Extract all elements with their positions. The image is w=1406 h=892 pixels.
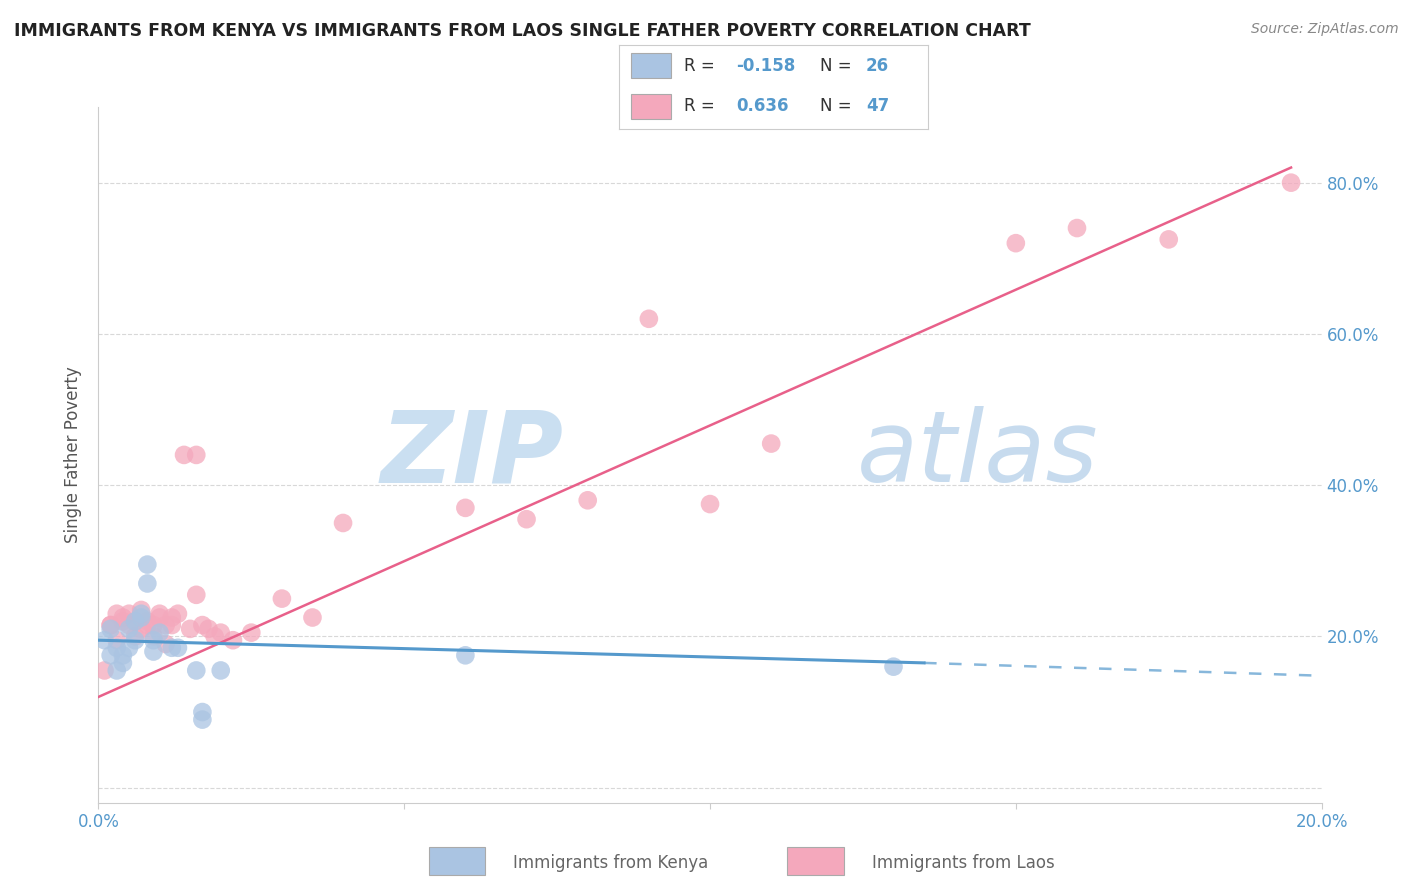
Point [111, 610, 134, 624]
Point [118, 640, 141, 655]
Point [142, 629, 165, 643]
Point [118, 622, 141, 636]
Point [111, 648, 134, 663]
Point [191, 713, 214, 727]
Point [136, 615, 159, 629]
Point [197, 622, 219, 636]
Point [129, 622, 152, 636]
Point [454, 500, 477, 515]
Point [142, 644, 165, 658]
Point [142, 618, 165, 632]
Point [105, 633, 128, 648]
Point [1279, 176, 1302, 190]
Point [100, 648, 122, 663]
Bar [631, 54, 671, 78]
Point [209, 625, 232, 640]
Point [100, 618, 122, 632]
Point [155, 618, 177, 632]
Point [105, 664, 128, 678]
Point [883, 659, 905, 673]
Point [637, 311, 661, 326]
Point [1066, 221, 1088, 235]
Point [129, 607, 152, 621]
Text: ZIP: ZIP [380, 407, 564, 503]
Point [124, 615, 146, 629]
Text: R =: R = [683, 57, 720, 75]
Point [332, 516, 354, 530]
Point [149, 610, 172, 624]
Point [160, 618, 183, 632]
Text: N =: N = [820, 97, 856, 115]
Point [136, 618, 159, 632]
Point [222, 633, 245, 648]
Text: R =: R = [683, 97, 720, 115]
Point [240, 625, 263, 640]
Point [149, 607, 172, 621]
Point [1157, 232, 1180, 246]
Y-axis label: Single Father Poverty: Single Father Poverty [65, 367, 83, 543]
Point [167, 640, 190, 655]
Point [136, 558, 159, 572]
Point [124, 615, 146, 629]
Text: 47: 47 [866, 97, 890, 115]
Text: atlas: atlas [856, 407, 1098, 503]
Point [759, 436, 782, 450]
Text: Immigrants from Kenya: Immigrants from Kenya [513, 854, 709, 871]
Point [160, 640, 183, 655]
Text: 0.636: 0.636 [737, 97, 789, 115]
Point [209, 664, 232, 678]
Point [136, 576, 159, 591]
Point [118, 618, 141, 632]
Text: IMMIGRANTS FROM KENYA VS IMMIGRANTS FROM LAOS SINGLE FATHER POVERTY CORRELATION : IMMIGRANTS FROM KENYA VS IMMIGRANTS FROM… [14, 22, 1031, 40]
Text: N =: N = [820, 57, 856, 75]
Text: Source: ZipAtlas.com: Source: ZipAtlas.com [1251, 22, 1399, 37]
Point [100, 618, 122, 632]
Text: Immigrants from Laos: Immigrants from Laos [872, 854, 1054, 871]
Point [191, 618, 214, 632]
Point [93, 664, 115, 678]
Point [204, 629, 226, 643]
Point [129, 603, 152, 617]
Point [186, 448, 208, 462]
Point [124, 633, 146, 648]
Point [301, 610, 323, 624]
Point [167, 607, 190, 621]
Point [105, 640, 128, 655]
Point [142, 633, 165, 648]
Point [149, 625, 172, 640]
Text: -0.158: -0.158 [737, 57, 796, 75]
Point [576, 493, 599, 508]
Point [179, 622, 201, 636]
Bar [787, 847, 844, 875]
Point [129, 610, 152, 624]
Point [93, 633, 115, 648]
Point [173, 448, 195, 462]
Point [105, 607, 128, 621]
Point [118, 607, 141, 621]
Bar [429, 847, 485, 875]
Point [155, 637, 177, 651]
Point [516, 512, 538, 526]
Point [186, 664, 208, 678]
Point [699, 497, 721, 511]
Point [270, 591, 292, 606]
Point [111, 656, 134, 670]
Point [191, 705, 214, 719]
Point [160, 610, 183, 624]
Point [111, 615, 134, 629]
Text: 26: 26 [866, 57, 889, 75]
Point [454, 648, 477, 663]
Point [100, 622, 122, 636]
Point [186, 588, 208, 602]
Bar [631, 94, 671, 120]
Point [1004, 236, 1026, 251]
Point [124, 629, 146, 643]
